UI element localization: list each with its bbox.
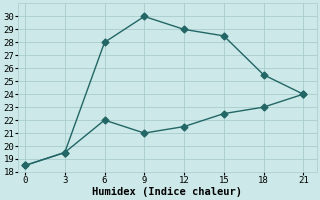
X-axis label: Humidex (Indice chaleur): Humidex (Indice chaleur) xyxy=(92,186,243,197)
